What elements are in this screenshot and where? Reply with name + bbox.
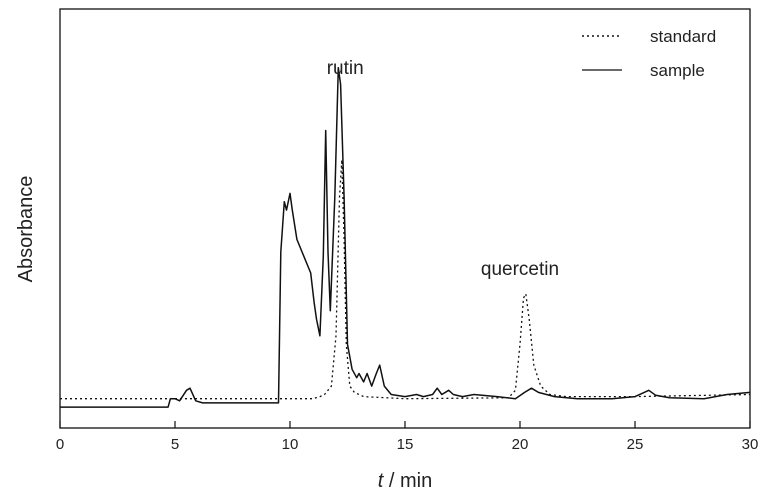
x-axis-title: t / min — [378, 470, 432, 492]
x-tick-label-25: 25 — [627, 436, 644, 453]
legend: standard sample — [582, 27, 716, 80]
x-tick-label-15: 15 — [397, 436, 414, 453]
x-tick-label-30: 30 — [742, 436, 759, 453]
y-axis-title: Absorbance — [15, 176, 37, 283]
x-tick-label-20: 20 — [512, 436, 529, 453]
series-layer — [60, 66, 751, 408]
x-axis-ticks: 0 5 10 15 20 25 30 — [56, 421, 759, 453]
x-tick-label-0: 0 — [56, 436, 64, 453]
x-axis-title-variable: t — [378, 470, 385, 492]
legend-label-sample: sample — [650, 61, 705, 80]
legend-label-standard: standard — [650, 27, 716, 46]
plot-frame — [59, 8, 751, 429]
x-tick-label-5: 5 — [171, 436, 179, 453]
x-tick-label-10: 10 — [282, 436, 299, 453]
annotation-quercetin: quercetin — [481, 259, 559, 280]
series-line-standard — [60, 159, 751, 400]
series-line-sample — [60, 66, 751, 408]
x-axis-title-unit: / min — [383, 470, 432, 492]
annotation-rutin: rutin — [327, 58, 364, 79]
